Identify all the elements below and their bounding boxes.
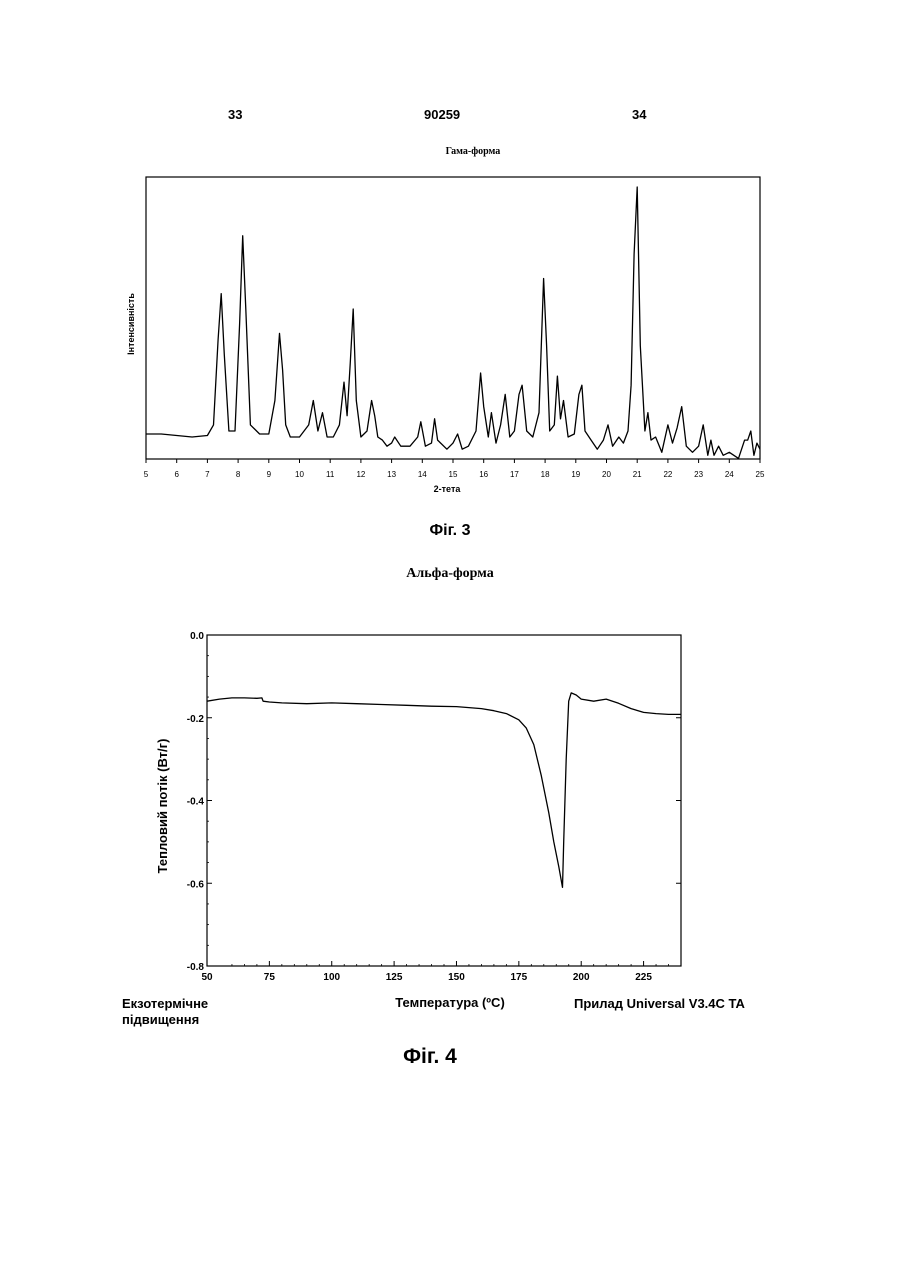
fig3-plot-frame [146,177,760,459]
fig3-xtick-label: 20 [602,470,611,479]
fig3-xtick-label: 22 [663,470,672,479]
fig4-title: Альфа-форма [350,566,550,582]
fig4-chart: 50 75 100 125 150 175 200 225 0.0 -0.2 -0.4 -0.6 -0.… [0,600,901,1060]
fig4-caption: Фіг. 4 [370,1045,490,1069]
fig4-xtick-label: 125 [386,972,403,983]
instrument-note: Прилад Universal V3.4C TA [574,996,745,1012]
exotherm-note-line2: підвищення [122,1012,208,1028]
fig4-xtick-label: 150 [448,972,465,983]
fig4-xtick-label: 225 [635,972,652,983]
exotherm-note-line1: Екзотермічне [122,996,208,1012]
fig3-xtick-label: 13 [387,470,396,479]
fig4-ytick-label: -0.6 [187,879,205,890]
fig3-xtick-label: 9 [267,470,272,479]
fig3-xtick-label: 10 [295,470,304,479]
fig4-xtick-label: 175 [510,972,527,983]
fig3-xlabel: 2-тета [434,484,462,494]
fig4-xlabel: Температура (ºC) [395,995,505,1010]
fig3-xtick-label: 12 [356,470,365,479]
fig4-ylabel: Тепловий потік (Вт/г) [155,739,170,874]
fig4-xtick-label: 50 [201,972,213,983]
fig3-series-line [146,187,760,458]
fig3-xtick-label: 18 [541,470,550,479]
fig3-xtick-label: 14 [418,470,427,479]
fig4-ytick-label: -0.8 [187,962,205,973]
exotherm-note: Екзотермічне підвищення [122,996,208,1028]
fig3-caption: Фіг. 3 [400,522,500,540]
fig4-xtick-label: 200 [573,972,590,983]
fig3-xtick-label: 17 [510,470,519,479]
fig3-chart: Гама-форма 5 6 7 8 9 10 11 12 13 14 15 16 17 18 19 20 21… [0,0,901,520]
fig3-ylabel: Інтенсивність [126,293,136,355]
fig4-series-line [207,693,681,888]
fig3-xtick-label: 15 [449,470,458,479]
fig4-ytick-label: -0.4 [187,797,205,808]
fig4-xtick-label: 75 [264,972,276,983]
fig3-xtick-label: 21 [633,470,642,479]
fig3-title: Гама-форма [446,146,501,157]
fig3-xtick-label: 11 [326,470,335,479]
fig3-xtick-label: 23 [694,470,703,479]
fig3-xtick-label: 8 [236,470,241,479]
fig3-xtick-label: 6 [174,470,179,479]
fig3-xtick-label: 5 [144,470,149,479]
fig4-ytick-label: -0.2 [187,714,205,725]
fig4-plot-frame [207,635,681,966]
fig4-xtick-label: 100 [323,972,340,983]
fig3-xtick-label: 7 [205,470,210,479]
fig4-ytick-label: 0.0 [190,631,204,642]
fig3-xtick-label: 19 [571,470,580,479]
fig3-xtick-label: 24 [725,470,734,479]
fig3-xtick-label: 25 [756,470,765,479]
fig3-xtick-label: 16 [479,470,488,479]
